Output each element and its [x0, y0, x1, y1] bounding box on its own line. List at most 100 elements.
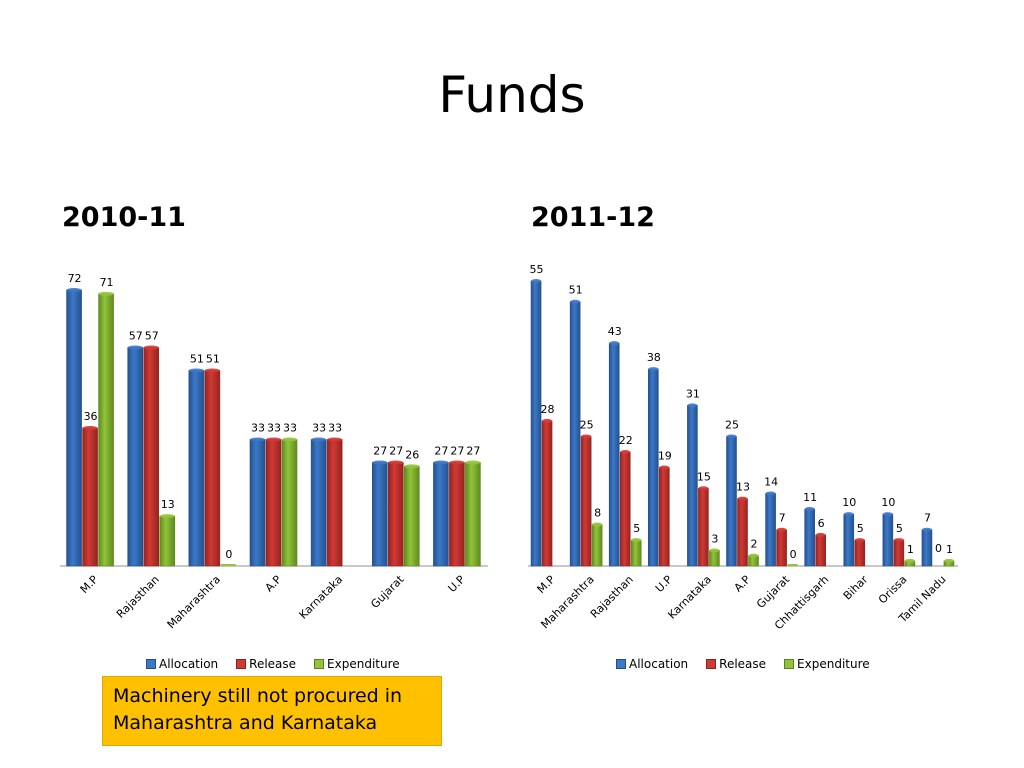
data-label-expenditure-m-p: 71 — [100, 276, 114, 289]
bar-expenditure-rajasthan — [630, 539, 642, 567]
bar-release-chhattisgarh — [815, 534, 826, 567]
bar-cap — [581, 434, 592, 439]
bar-expenditure-maharashtra — [220, 564, 236, 566]
data-label-expenditure-gujarat: 26 — [405, 448, 419, 461]
bar-cap — [388, 460, 404, 465]
bar-cap — [815, 532, 826, 537]
data-label-expenditure-maharashtra: 8 — [594, 507, 601, 520]
bar-cap — [372, 460, 388, 465]
data-label-release-maharashtra: 51 — [206, 353, 220, 366]
bar-cap — [282, 437, 297, 442]
bar-cap — [609, 341, 620, 346]
bar-cap — [882, 512, 893, 517]
category-label-a-p: A.P — [732, 573, 754, 595]
bar-cap — [776, 527, 787, 532]
category-label-gujarat: Gujarat — [754, 572, 793, 611]
bar-release-karnataka — [698, 487, 709, 567]
data-label-release-chhattisgarh: 6 — [818, 517, 825, 530]
category-label-rajasthan: Rajasthan — [588, 573, 636, 621]
bar-allocation-orissa — [882, 513, 894, 567]
legend-item-expenditure: Expenditure — [784, 657, 870, 671]
data-label-release-gujarat: 7 — [779, 512, 786, 525]
bar-allocation-chhattisgarh — [804, 508, 815, 567]
chart-2011-12-title: 2011-12 — [531, 202, 655, 233]
bar-cap — [266, 437, 281, 442]
bar-release-orissa — [893, 539, 905, 567]
bar-cap — [143, 345, 159, 350]
bar-cap — [82, 426, 98, 430]
expenditure-swatch — [784, 659, 795, 669]
data-label-allocation-m-p: 72 — [68, 272, 82, 285]
release-swatch — [706, 659, 717, 669]
bar-cap — [765, 491, 776, 496]
data-label-release-u-p: 27 — [450, 445, 464, 458]
data-label-allocation-bihar: 10 — [842, 496, 856, 509]
bar-cap — [804, 507, 815, 511]
legend-item-release: Release — [706, 657, 766, 671]
data-label-allocation-maharashtra: 51 — [569, 284, 583, 297]
legend-item-expenditure: Expenditure — [314, 657, 400, 671]
data-label-allocation-u-p: 27 — [434, 445, 448, 458]
bar-release-maharashtra — [580, 436, 592, 567]
legend-label: Allocation — [629, 657, 689, 671]
data-label-expenditure-rajasthan: 13 — [161, 498, 175, 511]
data-label-expenditure-gujarat: 0 — [790, 548, 797, 561]
bar-cap — [854, 538, 865, 543]
bar-release-u-p — [659, 467, 670, 567]
data-label-release-tamil-nadu: 0 — [935, 542, 942, 555]
data-label-allocation-chhattisgarh: 11 — [803, 491, 817, 504]
bar-cap — [726, 434, 737, 439]
legend-item-allocation: Allocation — [146, 657, 218, 671]
bar-allocation-u-p — [648, 368, 659, 567]
data-label-allocation-maharashtra: 51 — [190, 353, 204, 366]
data-label-release-rajasthan: 57 — [145, 330, 159, 343]
data-label-release-a-p: 13 — [736, 481, 750, 494]
bar-cap — [66, 288, 82, 292]
bar-allocation-m-p — [530, 280, 542, 567]
data-label-allocation-karnataka: 31 — [686, 387, 700, 400]
bar-release-m-p — [541, 420, 553, 567]
data-label-allocation-tamil-nadu: 7 — [924, 512, 931, 525]
legend-item-release: Release — [236, 657, 296, 671]
chart-2010-11-legend: Allocation Release Expenditure — [146, 657, 400, 671]
legend-label: Expenditure — [327, 657, 400, 671]
bar-cap — [127, 345, 143, 350]
bar-cap — [98, 291, 114, 296]
bar-cap — [687, 403, 698, 408]
bar-cap — [531, 279, 542, 283]
note-line-2: Maharashtra and Karnataka — [113, 712, 378, 734]
data-label-allocation-a-p: 25 — [725, 418, 739, 431]
data-label-release-u-p: 19 — [658, 450, 672, 463]
data-label-release-rajasthan: 22 — [619, 434, 633, 447]
data-label-expenditure-a-p: 33 — [283, 422, 297, 435]
bar-expenditure-maharashtra — [591, 524, 603, 567]
note-line-1: Machinery still not procured in — [113, 685, 403, 707]
bar-allocation-rajasthan — [608, 342, 620, 567]
bar-cap — [904, 558, 915, 563]
bar-cap — [592, 522, 603, 527]
data-label-allocation-a-p: 33 — [251, 422, 265, 435]
chart-2010-11-title: 2010-11 — [62, 202, 186, 233]
bar-cap — [709, 548, 720, 553]
bar-cap — [250, 437, 265, 442]
legend-label: Release — [719, 657, 767, 671]
category-label-u-p: U.P — [653, 573, 675, 595]
data-label-allocation-rajasthan: 43 — [608, 325, 622, 338]
note-box: Machinery still not procured in Maharash… — [102, 676, 442, 746]
bar-allocation-karnataka — [687, 405, 698, 567]
bar-cap — [659, 465, 670, 470]
data-label-release-maharashtra: 25 — [580, 418, 594, 431]
bar-cap — [433, 460, 449, 465]
data-label-release-a-p: 33 — [267, 422, 281, 435]
data-label-expenditure-orissa: 1 — [907, 543, 914, 556]
data-label-allocation-u-p: 38 — [647, 351, 661, 364]
bar-cap — [620, 450, 631, 454]
bar-expenditure-gujarat — [787, 564, 798, 566]
bar-cap — [843, 512, 854, 517]
bar-cap — [698, 486, 709, 491]
category-label-orissa: Orissa — [876, 573, 910, 607]
data-label-release-karnataka: 15 — [697, 470, 711, 483]
bar-cap — [404, 464, 420, 469]
